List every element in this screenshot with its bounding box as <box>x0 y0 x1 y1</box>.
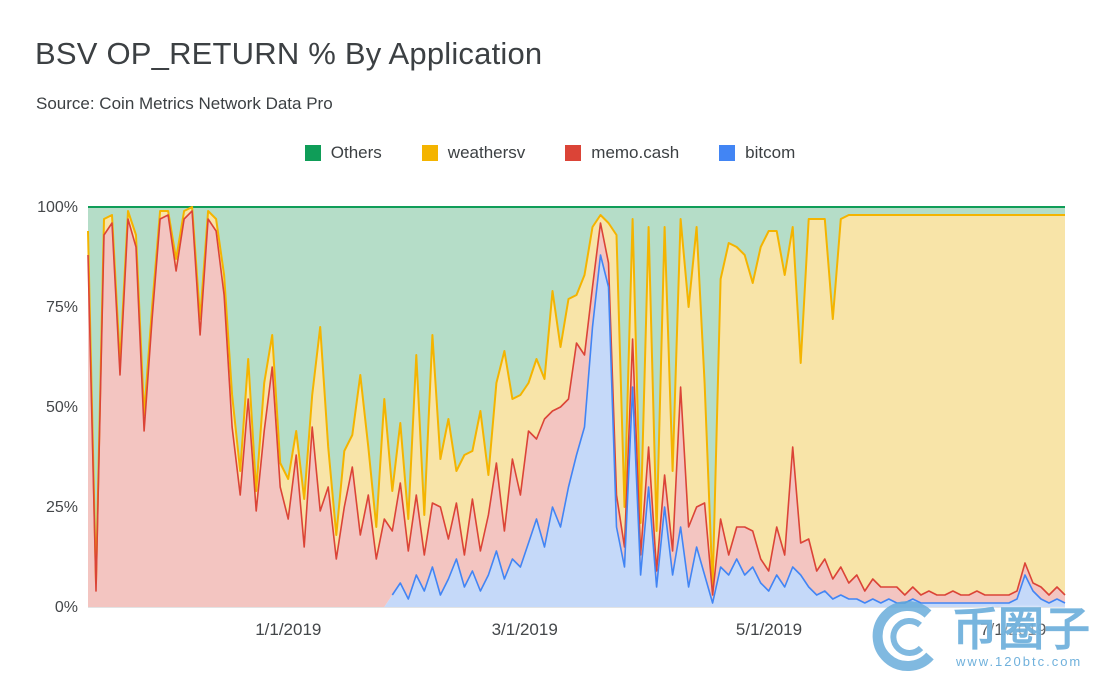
legend-label: weathersv <box>447 143 526 162</box>
legend-label: memo.cash <box>591 143 680 162</box>
page-title: BSV OP_RETURN % By Application <box>35 36 543 71</box>
series-area-bitcom <box>88 255 1065 607</box>
chart-legend: Others weathersv memo.cash bitcom <box>0 143 1100 163</box>
legend-label: Others <box>330 143 382 162</box>
y-axis-label: 50% <box>46 399 78 416</box>
y-axis-label: 0% <box>55 599 78 616</box>
y-axis-label: 100% <box>37 199 78 216</box>
x-axis-label: 5/1/2019 <box>736 620 802 639</box>
legend-item-memocash: memo.cash <box>565 143 679 163</box>
series-line-bitcom <box>391 254 1066 604</box>
legend-color-swatch-icon <box>565 145 582 161</box>
legend-color-swatch-icon <box>304 145 321 161</box>
series-area-memocash <box>88 211 1065 607</box>
x-axis-label: 1/1/2019 <box>255 620 321 639</box>
legend-item-others: Others <box>304 143 382 163</box>
series-area-others <box>88 207 1065 587</box>
y-axis-label: 75% <box>46 299 78 316</box>
y-axis-label: 25% <box>46 499 78 516</box>
legend-color-swatch-icon <box>421 145 438 161</box>
source-caption: Source: Coin Metrics Network Data Pro <box>36 94 333 113</box>
legend-color-swatch-icon <box>719 145 736 161</box>
x-axis-label: 3/1/2019 <box>492 620 558 639</box>
legend-item-weathersv: weathersv <box>421 143 526 163</box>
legend-item-bitcom: bitcom <box>719 143 795 163</box>
legend-label: bitcom <box>745 143 796 162</box>
series-line-memocash <box>87 210 1066 596</box>
x-axis-label: 7/1/2019 <box>980 620 1046 639</box>
series-line-weathersv <box>87 206 1065 588</box>
